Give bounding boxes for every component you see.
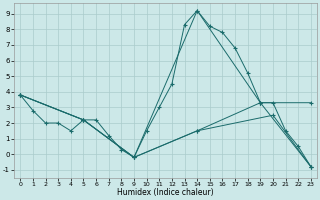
X-axis label: Humidex (Indice chaleur): Humidex (Indice chaleur) xyxy=(117,188,214,197)
